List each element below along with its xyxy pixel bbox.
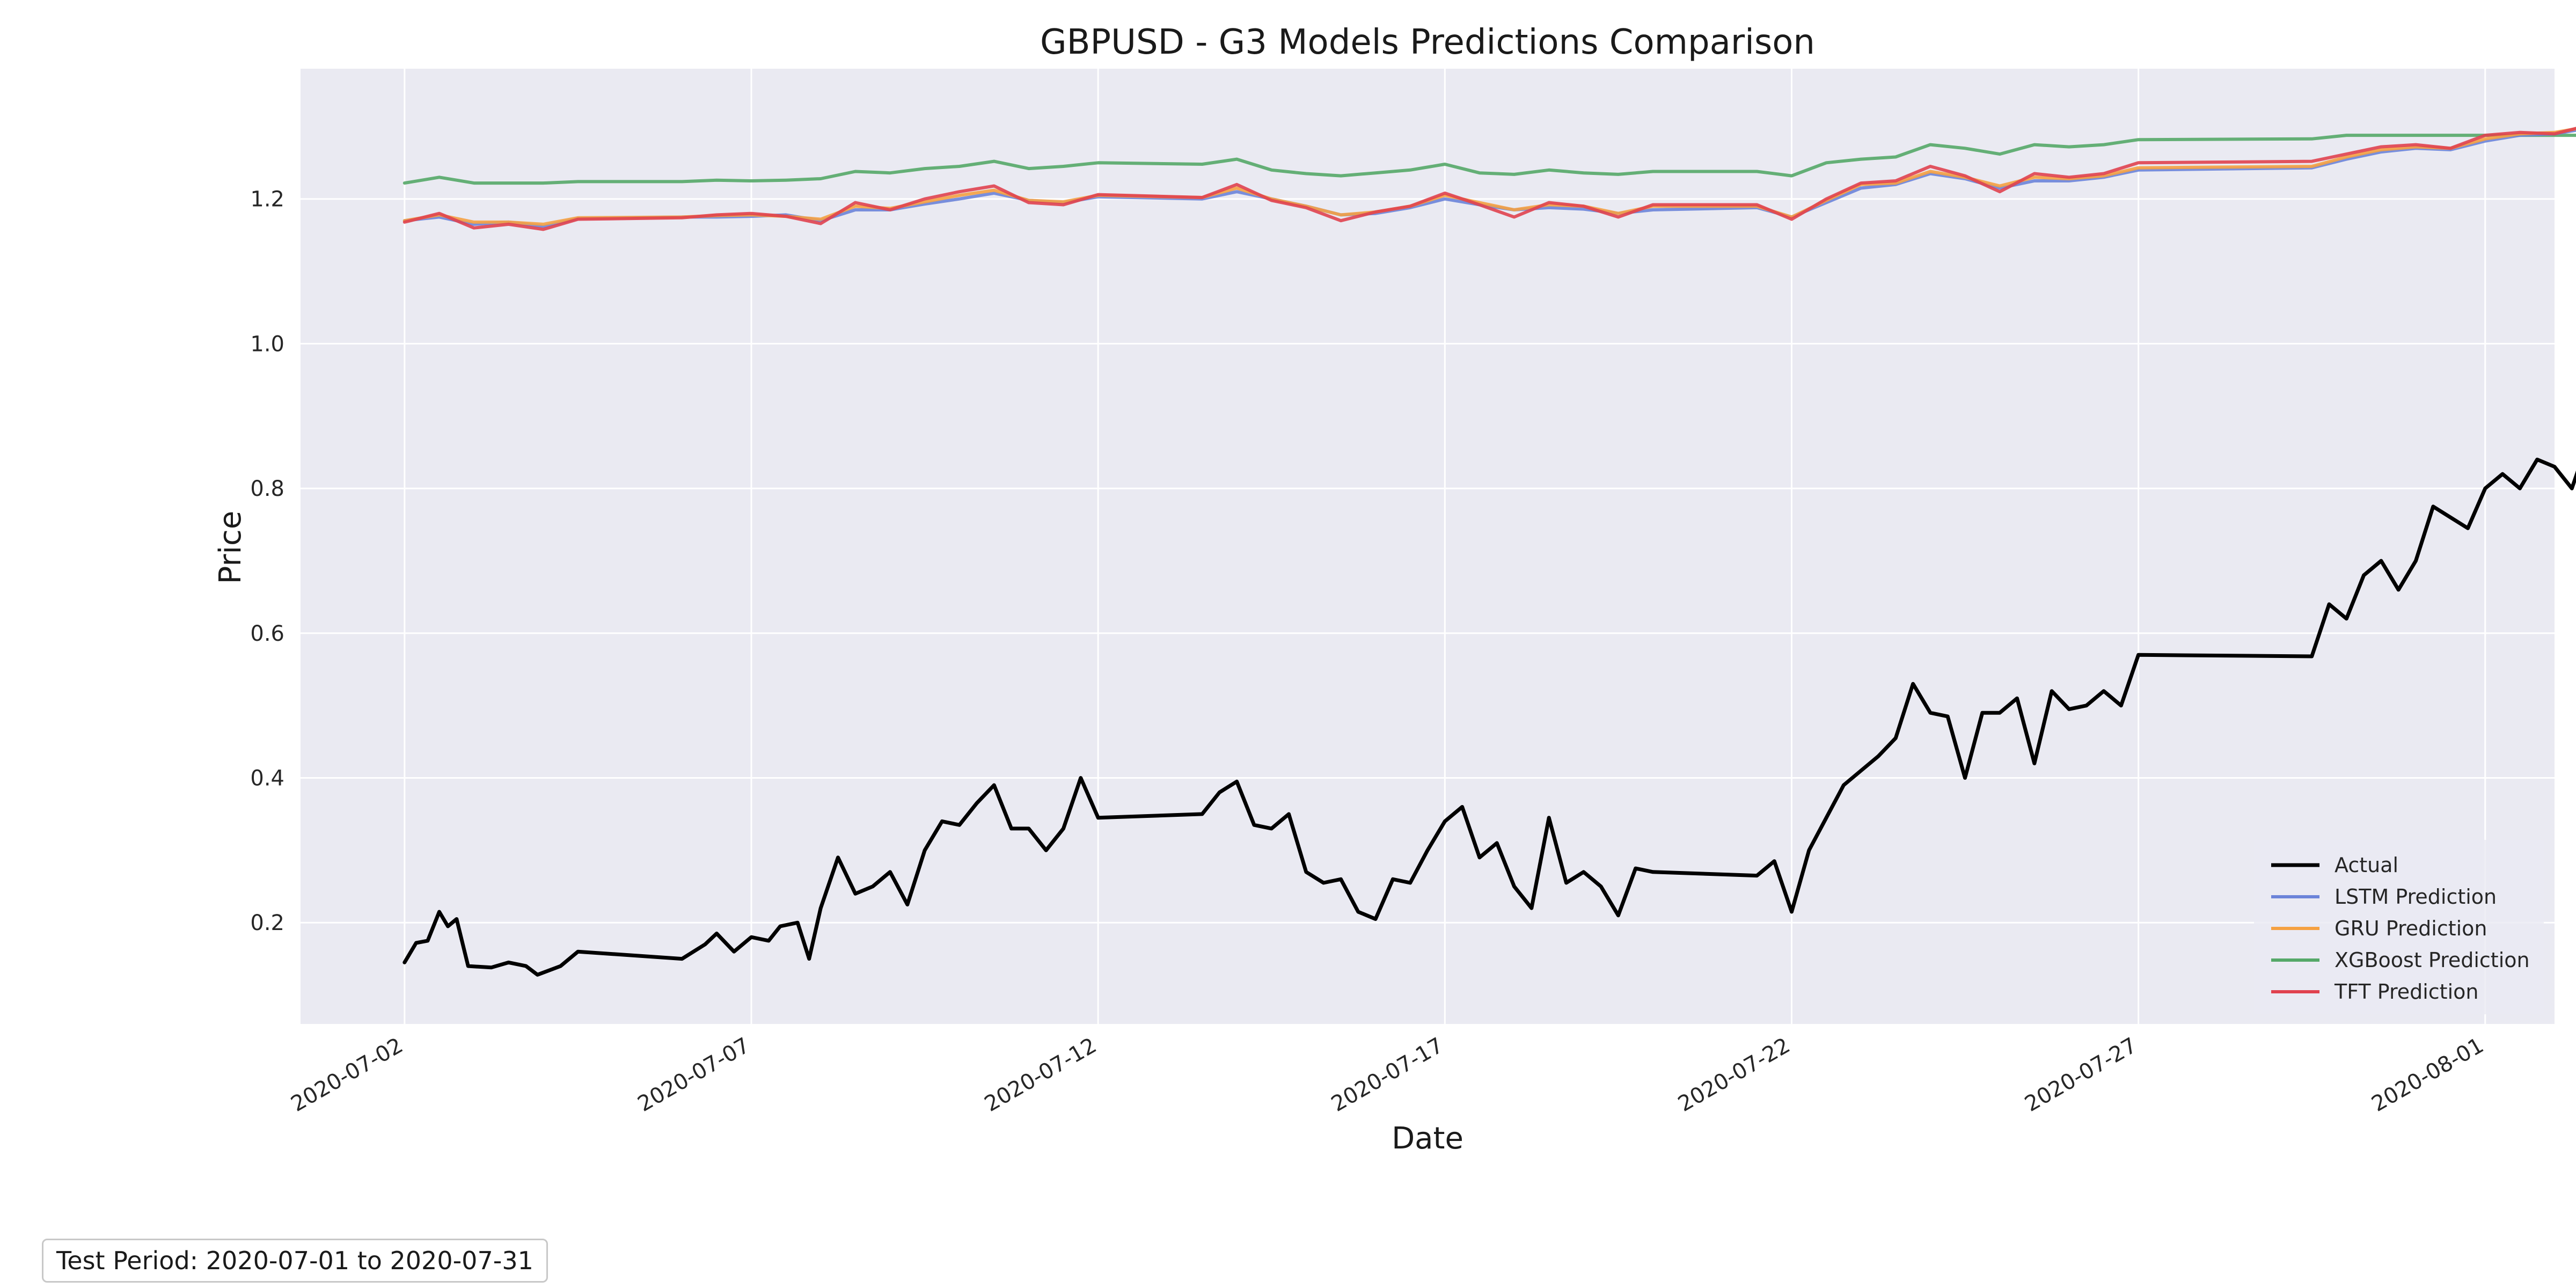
x-tick-label: 2020-07-12 bbox=[980, 1033, 1101, 1117]
series-line-xgboost-prediction bbox=[402, 134, 2576, 185]
y-tick-label: 0.4 bbox=[250, 766, 284, 791]
y-tick-label: 1.0 bbox=[250, 332, 284, 356]
y-tick-label: 0.8 bbox=[250, 477, 284, 501]
legend-label: GRU Prediction bbox=[2334, 917, 2487, 940]
y-axis-label: Price bbox=[213, 511, 248, 584]
legend-label: Actual bbox=[2334, 853, 2398, 877]
legend-label: TFT Prediction bbox=[2334, 980, 2478, 1004]
series-layer bbox=[402, 127, 2576, 977]
series-line-actual bbox=[402, 457, 2576, 977]
series-line-tft-prediction bbox=[402, 127, 2576, 231]
x-axis-ticks: 2020-07-02 2020-07-07 2020-07-12 2020-07-17… bbox=[287, 1033, 2488, 1117]
x-tick-label: 2020-07-07 bbox=[634, 1033, 754, 1117]
chart-title: GBPUSD - G3 Models Predictions Compariso… bbox=[1040, 23, 1815, 62]
y-axis-ticks: 0.2 0.4 0.6 0.8 1.0 1.2 bbox=[250, 187, 284, 935]
y-tick-label: 0.6 bbox=[250, 621, 284, 646]
x-tick-label: 2020-07-17 bbox=[1327, 1033, 1447, 1117]
test-period-note: Test Period: 2020-07-01 to 2020-07-31 bbox=[42, 1239, 548, 1283]
y-tick-label: 1.2 bbox=[250, 187, 284, 212]
legend-label: LSTM Prediction bbox=[2334, 885, 2497, 909]
legend: Actual LSTM Prediction GRU Prediction XGBoo… bbox=[2254, 840, 2544, 1014]
x-tick-label: 2020-07-02 bbox=[287, 1033, 407, 1117]
plot-area bbox=[301, 69, 2555, 1024]
x-axis-label: Date bbox=[1392, 1121, 1463, 1156]
legend-label: XGBoost Prediction bbox=[2334, 948, 2530, 972]
x-tick-label: 2020-07-22 bbox=[1674, 1033, 1794, 1117]
y-tick-label: 0.2 bbox=[250, 911, 284, 935]
x-tick-label: 2020-08-01 bbox=[2367, 1033, 2487, 1117]
x-tick-label: 2020-07-27 bbox=[2021, 1033, 2141, 1117]
